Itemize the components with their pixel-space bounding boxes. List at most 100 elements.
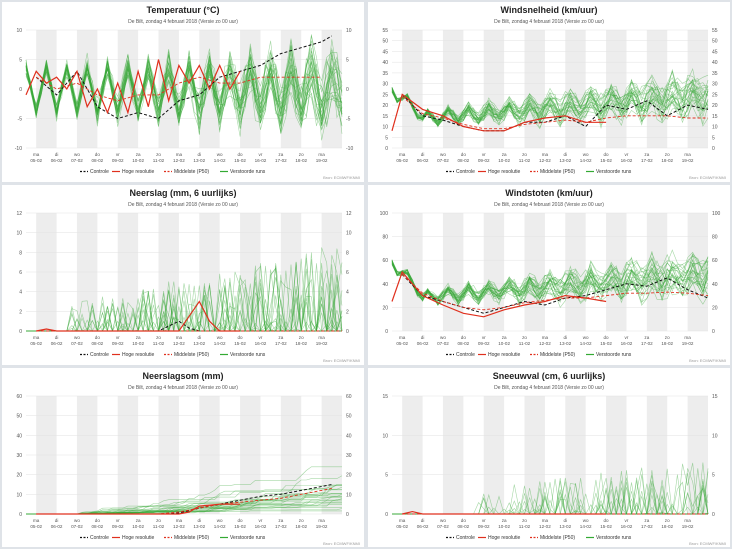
ensemble-run-line [391, 260, 709, 301]
x-tick-date: 08-02 [91, 158, 103, 163]
series-middelste-p50--line [35, 76, 322, 102]
x-tick-date: 08-02 [91, 524, 103, 529]
x-tick-date: 17-02 [275, 341, 287, 346]
y-tick-label-left: 35 [382, 71, 388, 77]
y-tick-label-left: 0 [19, 512, 22, 518]
day-band [606, 30, 627, 148]
y-tick-label-left: 20 [382, 305, 388, 311]
ensemble-run-line [391, 79, 709, 125]
y-tick-label-left: 8 [19, 250, 22, 256]
x-tick-day: do [95, 152, 101, 157]
x-tick-date: 07-02 [71, 341, 83, 346]
x-tick-day: za [644, 335, 649, 340]
x-tick-date: 10-02 [498, 341, 510, 346]
source-note: Bron: ECMWF/KNMI [689, 175, 726, 180]
x-tick-date: 17-02 [641, 158, 653, 163]
x-tick-date: 06-02 [417, 524, 429, 529]
y-tick-label-right: 50 [712, 39, 718, 45]
day-band [442, 213, 464, 331]
x-tick-date: 15-02 [600, 341, 612, 346]
y-tick-label-left: 12 [16, 211, 22, 217]
legend-label: Verstoorde runs [596, 352, 632, 358]
ensemble-run-line [391, 68, 709, 124]
ensemble-run-line [25, 40, 343, 119]
series-controle-line [35, 35, 333, 120]
x-tick-day: vr [625, 518, 629, 523]
legend-label: Verstoorde runs [230, 535, 266, 541]
chart-windsnelheid: Windsnelheid (km/uur) De Bilt, zondag 4 f… [382, 5, 726, 180]
y-tick-label-right: 80 [712, 235, 718, 241]
day-band [524, 213, 545, 331]
x-tick-date: 10-02 [132, 158, 144, 163]
x-tick-day: zo [665, 335, 670, 340]
x-tick-date: 11-02 [153, 341, 165, 346]
x-tick-date: 05-02 [396, 158, 408, 163]
x-tick-date: 13-02 [193, 341, 205, 346]
x-tick-day: wo [440, 335, 446, 340]
series-hoge-resolutie-line [25, 59, 241, 115]
x-tick-date: 06-02 [417, 341, 429, 346]
ensemble-run-line [25, 48, 343, 125]
x-tick-day: ma [542, 335, 549, 340]
x-tick-day: ma [33, 152, 40, 157]
ensemble-run-line [25, 65, 343, 129]
y-tick-label-right: 40 [712, 282, 718, 288]
day-band [402, 30, 423, 148]
x-tick-day: vr [116, 518, 120, 523]
x-tick-date: 18-02 [661, 158, 673, 163]
ensemble-run-line [25, 40, 343, 122]
y-tick-label-left: 20 [382, 103, 388, 109]
x-tick-date: 08-02 [457, 158, 469, 163]
ensemble-run-line [25, 39, 343, 117]
series-hoge-resolutie-line [391, 93, 607, 132]
y-tick-label-left: 40 [382, 60, 388, 66]
ensemble-run-line [391, 87, 709, 126]
chart-panel-sneeuwval: Sneeuwval (cm, 6 uurlijks) De Bilt, zonda… [368, 368, 730, 547]
y-tick-label-right: 8 [346, 250, 349, 256]
x-tick-day: do [238, 152, 244, 157]
source-note: Bron: ECMWF/KNMI [323, 175, 360, 180]
x-tick-date: 08-02 [91, 341, 103, 346]
x-tick-day: ma [176, 335, 183, 340]
ensemble-run-line [391, 261, 709, 301]
x-tick-day: zo [156, 152, 161, 157]
ensemble-run-line [391, 83, 709, 126]
x-tick-day: do [604, 518, 610, 523]
x-tick-date: 15-02 [234, 341, 246, 346]
x-tick-date: 09-02 [112, 524, 124, 529]
ensemble-run-line [25, 58, 343, 137]
x-tick-day: zo [299, 152, 304, 157]
x-tick-date: 09-02 [112, 341, 124, 346]
x-tick-date: 18-02 [661, 341, 673, 346]
y-tick-label-right: 5 [712, 473, 715, 479]
legend-label: Hoge resolutie [122, 535, 154, 541]
y-tick-label-right: -10 [346, 146, 353, 152]
x-tick-day: za [278, 152, 283, 157]
x-tick-day: ma [684, 335, 691, 340]
chart-sneeuwval: Sneeuwval (cm, 6 uurlijks) De Bilt, zonda… [382, 371, 726, 546]
ensemble-run-line [391, 261, 709, 300]
x-tick-date: 13-02 [193, 158, 205, 163]
legend-label: Hoge resolutie [488, 352, 520, 358]
x-tick-day: wo [217, 518, 223, 523]
y-tick-label-right: 10 [712, 125, 718, 131]
legend-label: Middelste (P50) [540, 535, 575, 541]
chart-panel-windsnelheid: Windsnelheid (km/uur) De Bilt, zondag 4 f… [368, 2, 730, 182]
ensemble-run-line [25, 53, 343, 127]
x-tick-day: za [644, 518, 649, 523]
ensemble-run-line [391, 68, 709, 126]
ensemble-run-line [391, 261, 709, 305]
x-tick-day: ma [542, 152, 549, 157]
x-tick-day: vr [259, 335, 263, 340]
legend-label: Controle [90, 352, 109, 358]
x-tick-day: di [55, 335, 59, 340]
ensemble-run-line [391, 256, 709, 303]
ensemble-run-line [391, 91, 709, 126]
x-tick-date: 16-02 [255, 341, 267, 346]
y-tick-label-right: 12 [346, 211, 352, 217]
chart-title: Sneeuwval (cm, 6 uurlijks) [493, 371, 606, 381]
y-tick-label-right: 50 [346, 414, 352, 420]
y-tick-label-right: 0 [346, 87, 349, 93]
y-tick-label-right: 2 [346, 309, 349, 315]
x-tick-date: 07-02 [437, 158, 449, 163]
